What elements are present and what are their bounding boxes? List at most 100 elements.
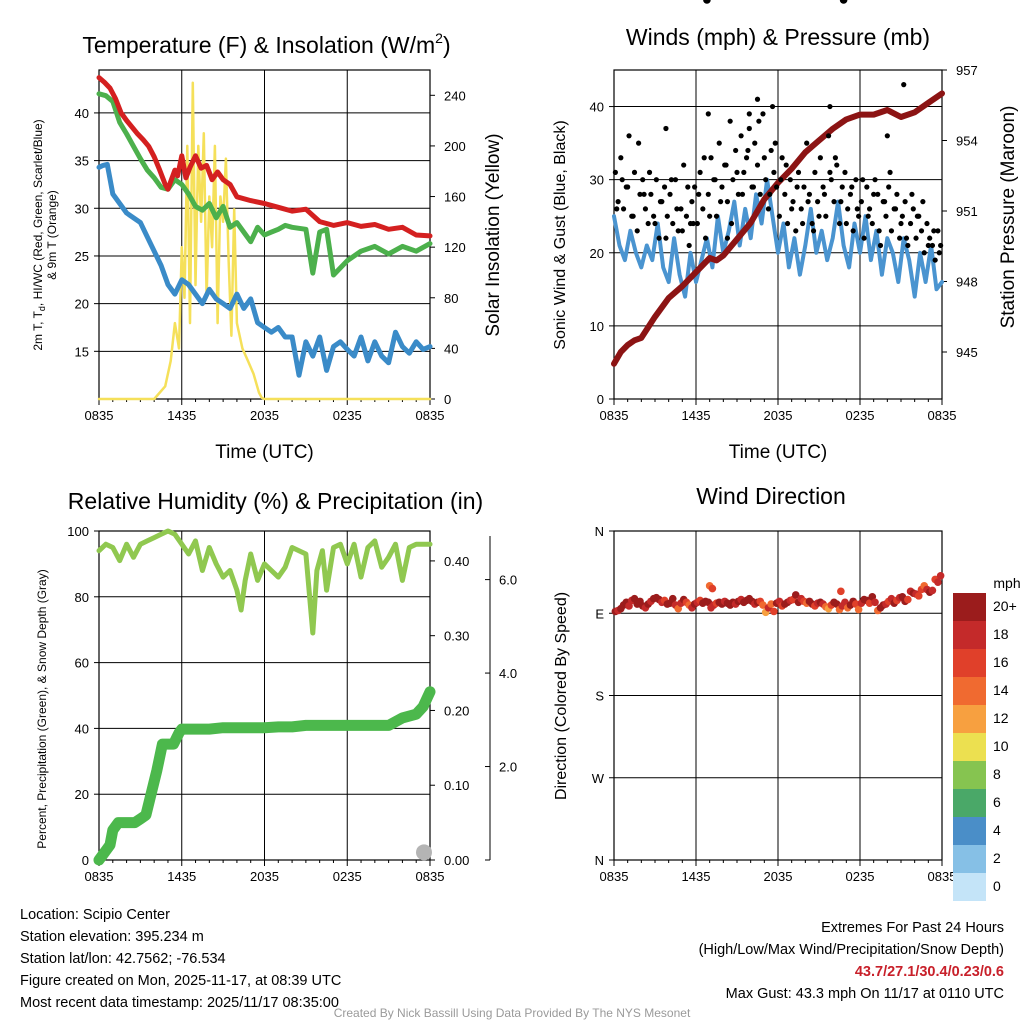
gust-point (712, 177, 718, 183)
chart-1-xlabel: Time (UTC) (215, 442, 314, 463)
gust-point (817, 155, 823, 161)
gust-point (882, 199, 888, 205)
gust-point (757, 191, 763, 197)
gust-point (804, 140, 810, 146)
gust-point (728, 220, 735, 227)
x-tick-label: 2035 (250, 869, 279, 884)
gust-point (754, 162, 761, 168)
gust-point (774, 184, 780, 190)
chart-1-ylabel-line-2: & 9m T (Orange) (45, 190, 59, 280)
extremes-values: 43.7/27.1/30.4/0.23/0.6 (854, 964, 1004, 980)
legend-swatch (953, 621, 986, 649)
ylabel-subscript: d (37, 306, 47, 311)
gust-point (805, 199, 811, 205)
gust-point (697, 169, 703, 175)
gust-point (636, 140, 642, 146)
y-tick-label: 0 (597, 392, 604, 407)
x-tick-label: 1435 (682, 869, 711, 884)
direction-point (934, 578, 942, 586)
gust-point (668, 177, 675, 183)
gust-point (756, 118, 762, 124)
gust-point (794, 184, 800, 190)
extremes-box: Extremes For Past 24 Hours (High/Low/Max… (699, 917, 1004, 1005)
gust-point (847, 191, 854, 197)
gust-point (872, 177, 878, 183)
gust-point (746, 111, 752, 117)
gust-point (683, 213, 690, 219)
gust-point (696, 191, 702, 197)
gust-point (898, 220, 904, 227)
legend-swatch (953, 649, 986, 677)
gust-point (856, 213, 862, 219)
gust-point (907, 220, 914, 227)
x-tick-label: 1435 (682, 408, 711, 423)
gust-point (642, 206, 649, 212)
figure-created: Figure created on Mon, 2025-11-17, at 08… (20, 973, 342, 989)
gust-point (929, 242, 936, 249)
station-info: Location: Scipio Center Station elevatio… (20, 904, 341, 1014)
gust-point (648, 191, 654, 197)
gust-point (914, 213, 921, 219)
gust-point (631, 169, 638, 175)
direction-point (914, 592, 923, 600)
gust-point (707, 213, 713, 219)
y2-tick-label: 40 (444, 341, 458, 356)
gust-point (843, 220, 849, 227)
gust-point (897, 235, 903, 241)
precip-tick-label: 0.30 (444, 629, 469, 644)
gust-point (656, 235, 662, 241)
x-tick-label: 0235 (333, 869, 362, 884)
chart-3-title: Relative Humidity (%) & Precipitation (i… (68, 488, 483, 514)
chart-1-title-tail: ) (443, 32, 451, 58)
y-tick-label: W (592, 771, 605, 786)
gust-point (810, 228, 817, 234)
extremes-legend: (High/Low/Max Wind/Precipitation/Snow De… (698, 942, 1004, 958)
gust-point (657, 199, 664, 205)
gust-point (782, 191, 788, 197)
gust-point (853, 177, 859, 183)
precip-tick-label: 0.40 (444, 554, 469, 569)
gust-point (718, 199, 724, 205)
gust-point (743, 155, 750, 161)
direction-point (770, 607, 778, 616)
gust-point (936, 250, 942, 256)
legend-swatch (953, 789, 986, 817)
x-tick-label: 0835 (85, 408, 114, 423)
ylabel-line-1-tail: , HI/WC (Red, Green, Scarlet/Blue) (31, 119, 45, 306)
gust-point (681, 162, 687, 168)
gust-point (795, 169, 802, 175)
gust-point (931, 228, 937, 234)
series-wind (612, 177, 944, 299)
y-tick-label: 100 (67, 524, 89, 539)
legend-swatch (953, 817, 986, 845)
x-tick-label: 0835 (85, 869, 114, 884)
gust-point (798, 206, 804, 212)
gust-point (831, 199, 837, 205)
gust-point (769, 103, 776, 110)
legend-label: 8 (993, 766, 1001, 782)
gust-point (651, 213, 657, 219)
series-insolation (97, 81, 432, 401)
y2-tick-label: 160 (444, 190, 466, 205)
gust-point (865, 213, 871, 219)
chart-1-ylabel: 2m T, Td, HI/WC (Red, Green, Scarlet/Blu… (31, 119, 47, 350)
gust-point (672, 177, 679, 183)
chart-1-title: Temperature (F) & Insolation (W/m2) (82, 30, 450, 58)
legend-swatch (953, 677, 986, 705)
gust-point (634, 228, 640, 234)
legend-label: 10 (993, 738, 1009, 754)
y-tick-label: 25 (75, 249, 89, 264)
x-tick-label: 0235 (846, 408, 875, 423)
y-tick-label: 35 (75, 154, 89, 169)
gust-point (827, 169, 833, 175)
direction-point (839, 0, 848, 4)
chart-1-y2label: Solar Insolation (Yellow) (483, 133, 504, 336)
precip-tick-label: 0.10 (444, 778, 469, 793)
gust-point (767, 191, 773, 197)
gust-point (861, 235, 867, 241)
gust-point (871, 191, 877, 197)
gust-point (866, 206, 873, 212)
gust-point (901, 82, 907, 88)
gust-point (689, 199, 695, 205)
